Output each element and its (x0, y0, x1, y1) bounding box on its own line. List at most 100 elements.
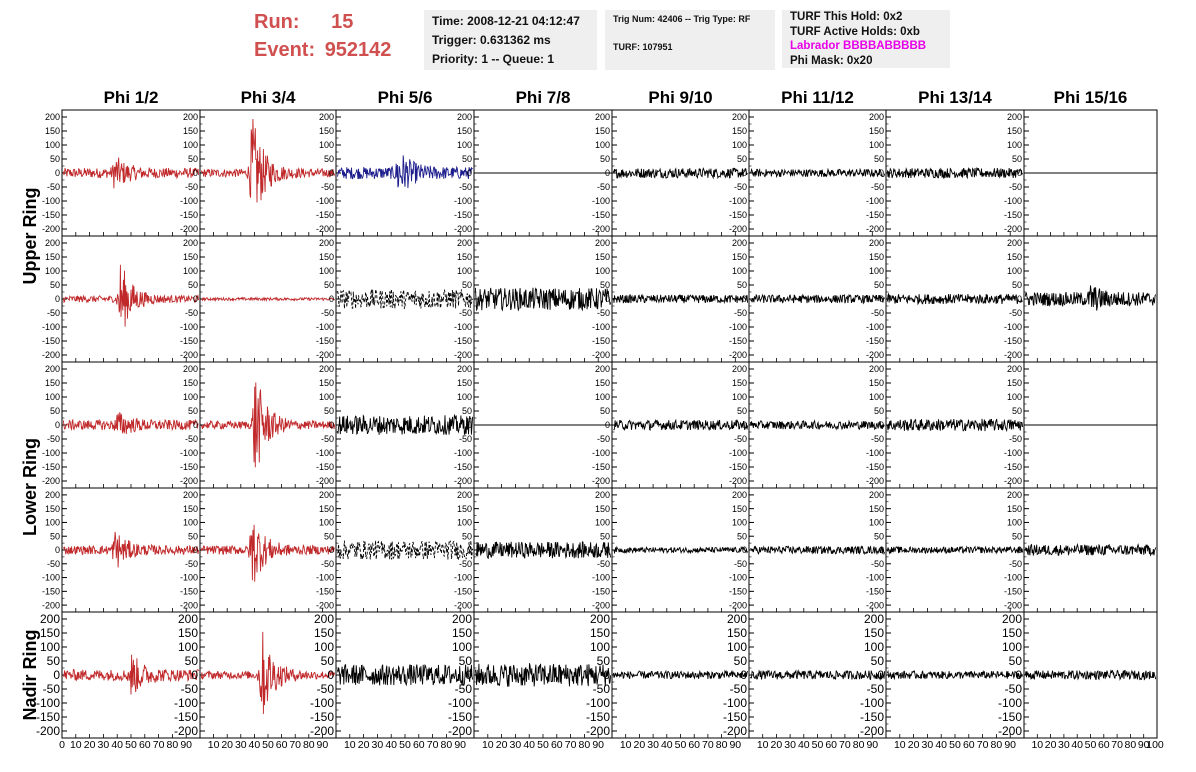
x-tick-label: 20 (221, 739, 233, 751)
trig-num-text: Trig Num: 42406 -- Trig Type: RF (613, 14, 751, 24)
ring-label: Upper Ring (20, 188, 40, 285)
y-tick-label: -50 (734, 434, 747, 444)
y-tick-label: -200 (180, 600, 198, 610)
y-tick-label: 150 (452, 626, 472, 640)
y-tick-label: 0 (605, 294, 610, 304)
x-tick-label: 10 (1031, 739, 1043, 751)
y-tick-label: -100 (180, 322, 198, 332)
y-tick-label: -150 (729, 462, 747, 472)
y-tick-label: 150 (457, 378, 472, 388)
y-tick-label: 150 (595, 126, 610, 136)
column-header: Phi 15/16 (1054, 88, 1128, 107)
y-tick-label: -50 (459, 559, 472, 569)
y-tick-label: 50 (1012, 531, 1022, 541)
turf-active-holds-text: TURF Active Holds: 0xb (790, 25, 920, 38)
y-tick-label: 50 (188, 406, 198, 416)
y-tick-label: 200 (45, 364, 60, 374)
y-tick-label: -150 (729, 336, 747, 346)
x-tick-label: 40 (385, 739, 397, 751)
y-tick-label: 0 (1017, 168, 1022, 178)
priority-text: Priority: 1 -- Queue: 1 (432, 52, 555, 66)
y-tick-label: 100 (40, 640, 60, 654)
y-tick-label: -200 (316, 224, 334, 234)
y-tick-label: -150 (592, 462, 610, 472)
y-tick-label: 200 (319, 364, 334, 374)
y-tick-label: 100 (314, 640, 334, 654)
y-tick-label: -50 (47, 434, 60, 444)
y-tick-label: -100 (592, 448, 610, 458)
y-tick-label: -50 (1009, 182, 1022, 192)
waveform-line (613, 418, 749, 432)
y-tick-label: 50 (600, 531, 610, 541)
y-tick-label: 50 (462, 280, 472, 290)
y-tick-label: 200 (590, 612, 610, 626)
y-tick-label: -200 (729, 600, 747, 610)
y-tick-label: 100 (319, 518, 334, 528)
y-tick-label: -150 (310, 710, 334, 724)
x-tick-label: 0 (59, 739, 65, 751)
y-tick-label: -150 (454, 336, 472, 346)
phi-mask-text: Phi Mask: 0x20 (790, 54, 873, 67)
y-tick-label: 200 (1007, 112, 1022, 122)
y-tick-label: 0 (742, 294, 747, 304)
y-tick-label: -50 (47, 182, 60, 192)
x-tick-label: 20 (496, 739, 508, 751)
x-tick-label: 90 (592, 739, 604, 751)
y-tick-label: -200 (316, 350, 334, 360)
column-header: Phi 1/2 (104, 88, 159, 107)
y-tick-label: -100 (586, 696, 610, 710)
y-tick-label: 50 (1012, 406, 1022, 416)
y-tick-label: 50 (462, 531, 472, 541)
y-tick-label: -50 (597, 308, 610, 318)
y-tick-label: 200 (595, 112, 610, 122)
y-tick-label: 0 (55, 420, 60, 430)
y-tick-label: -150 (36, 710, 60, 724)
waveform-line (1024, 542, 1157, 557)
y-tick-label: -200 (310, 724, 334, 738)
y-tick-label: -150 (1004, 210, 1022, 220)
y-tick-label: 50 (324, 531, 334, 541)
y-tick-label: 200 (869, 490, 884, 500)
y-tick-label: 0 (329, 294, 334, 304)
y-tick-label: 0 (1017, 294, 1022, 304)
y-tick-label: -50 (321, 559, 334, 569)
y-tick-label: -100 (180, 448, 198, 458)
y-tick-label: 200 (314, 612, 334, 626)
y-tick-label: -100 (316, 448, 334, 458)
y-tick-label: 100 (178, 640, 198, 654)
x-tick-label: 70 (702, 739, 714, 751)
y-tick-label: 0 (742, 168, 747, 178)
y-tick-label: 50 (734, 654, 748, 668)
y-tick-label: -200 (454, 476, 472, 486)
y-tick-label: 100 (1007, 518, 1022, 528)
y-tick-label: -150 (998, 710, 1022, 724)
x-tick-label: 20 (358, 739, 370, 751)
y-tick-label: -100 (1004, 322, 1022, 332)
y-tick-label: -200 (42, 476, 60, 486)
y-tick-label: -50 (734, 182, 747, 192)
y-tick-label: 0 (467, 294, 472, 304)
y-tick-label: -150 (866, 210, 884, 220)
y-tick-label: 50 (874, 531, 884, 541)
x-tick-label: 90 (866, 739, 878, 751)
y-tick-label: -50 (185, 434, 198, 444)
y-tick-label: -50 (1009, 308, 1022, 318)
y-tick-label: 200 (732, 490, 747, 500)
y-tick-label: -150 (42, 336, 60, 346)
event-value: 952142 (324, 39, 392, 61)
x-tick-label: 30 (647, 739, 659, 751)
y-tick-label: 150 (732, 252, 747, 262)
y-tick-label: 0 (193, 168, 198, 178)
y-tick-label: 100 (1002, 640, 1022, 654)
x-tick-label: 30 (372, 739, 384, 751)
y-tick-label: 0 (879, 420, 884, 430)
x-tick-label: 50 (262, 739, 274, 751)
y-tick-label: -200 (723, 724, 747, 738)
event-row: Event: 952142 (254, 36, 391, 64)
y-tick-label: -50 (459, 308, 472, 318)
x-tick-label: 10 (482, 739, 494, 751)
waveform-line (750, 167, 886, 179)
y-tick-label: 100 (319, 392, 334, 402)
y-tick-label: 150 (183, 504, 198, 514)
x-tick-label: 50 (675, 739, 687, 751)
